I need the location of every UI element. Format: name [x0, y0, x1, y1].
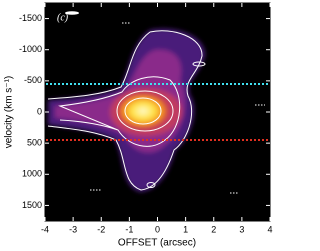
- contours: [47, 30, 206, 191]
- x-tick-label: 3: [239, 224, 244, 234]
- x-tick-label: 4: [267, 224, 272, 234]
- y-axis-label: velocity (km s⁻¹): [4, 76, 15, 149]
- y-tick-label: -500: [24, 75, 42, 85]
- y-tick-label: 1500: [22, 200, 42, 210]
- y-tick-label: -1500: [19, 13, 42, 23]
- y-tick-label: -1000: [19, 44, 42, 54]
- y-tick-label: 0: [37, 106, 42, 116]
- noise-contours: [90, 22, 265, 194]
- x-tick-label: 0: [155, 224, 160, 234]
- plot-area: [44, 2, 271, 222]
- x-tick-label: 2: [211, 224, 216, 234]
- x-tick-label: -2: [97, 224, 105, 234]
- chart: (c) OFFSET (arcsec) velocity (km s⁻¹) -4…: [4, 2, 273, 249]
- panel-label: (c): [57, 12, 69, 23]
- artifact: [65, 11, 79, 15]
- x-tick-label: -1: [125, 224, 133, 234]
- x-tick-label: -4: [41, 224, 49, 234]
- x-tick-label: 1: [183, 224, 188, 234]
- y-tick-label: 1000: [22, 169, 42, 179]
- y-tick-label: 500: [27, 138, 42, 148]
- x-tick-label: -3: [69, 224, 77, 234]
- x-axis-label: OFFSET (arcsec): [118, 238, 196, 249]
